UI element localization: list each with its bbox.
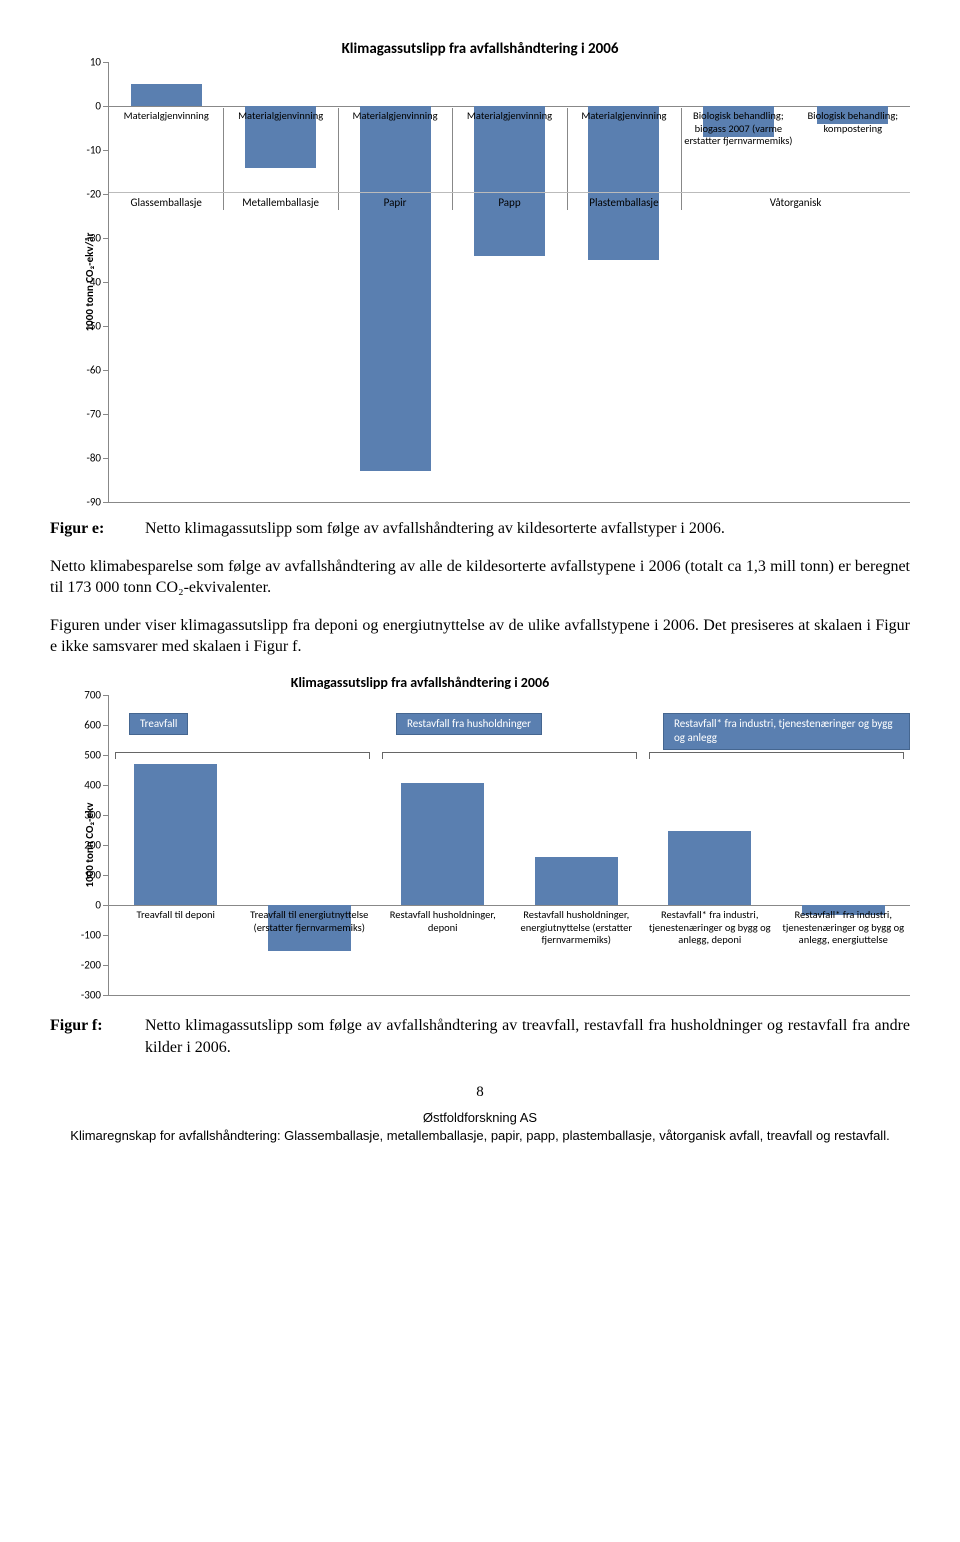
category-label: Materialgjenvinning (111, 110, 221, 123)
ytick-label: 300 (84, 808, 101, 821)
ytick-label: 200 (84, 838, 101, 851)
group-label: Glassemballasje (109, 196, 223, 209)
category-label: Restavfall husholdninger, deponi (378, 909, 508, 934)
legend-box: Restavfall* fra industri, tjenestenæring… (663, 713, 910, 750)
bar (535, 857, 618, 905)
ytick-label: 100 (84, 868, 101, 881)
footer: Østfoldforskning AS Klimaregnskap for av… (50, 1109, 910, 1144)
ytick-label: -90 (86, 496, 101, 509)
bar (134, 764, 217, 905)
ytick-label: -10 (86, 144, 101, 157)
category-label: Materialgjenvinning (225, 110, 335, 123)
ytick-label: -30 (86, 232, 101, 245)
ytick-label: 0 (95, 100, 101, 113)
chart-e: Klimagassutslipp fra avfallshåndtering i… (50, 40, 910, 502)
ytick-label: 600 (84, 718, 101, 731)
figure-e-text: Netto klimagassutslipp som følge av avfa… (145, 518, 910, 540)
ytick-label: 700 (84, 688, 101, 701)
bar (360, 106, 431, 471)
bar (474, 106, 545, 256)
ytick-label: -200 (81, 958, 101, 971)
paragraph-1: Netto klimabesparelse som følge av avfal… (50, 556, 910, 599)
bar (588, 106, 659, 260)
group-label: Metallemballasje (223, 196, 337, 209)
ytick-label: -80 (86, 452, 101, 465)
group-label: Våtorganisk (681, 196, 910, 209)
ytick-label: -40 (86, 276, 101, 289)
category-label: Biologisk behandling; biogass 2007 (varm… (683, 110, 793, 148)
chart-f: Klimagassutslipp fra avfallshåndtering i… (50, 674, 910, 995)
ytick-label: -300 (81, 988, 101, 1001)
page-number: 8 (50, 1084, 910, 1101)
figure-f-text: Netto klimagassutslipp som følge av avfa… (145, 1015, 910, 1058)
footer-line: Klimaregnskap for avfallshåndtering: Gla… (50, 1127, 910, 1145)
legend-box: Treavfall (129, 713, 188, 735)
chart-e-title: Klimagassutslipp fra avfallshåndtering i… (50, 40, 910, 58)
group-label: Papp (452, 196, 566, 209)
ytick-label: 10 (90, 56, 101, 69)
ytick-label: -100 (81, 928, 101, 941)
figure-e-caption: Figur e: Netto klimagassutslipp som følg… (50, 518, 910, 540)
footer-org: Østfoldforskning AS (50, 1109, 910, 1127)
ytick-label: 0 (95, 898, 101, 911)
chart-f-plot: 1000 tonn CO₂-ekv 7006005004003002001000… (108, 695, 910, 995)
category-label: Materialgjenvinning (569, 110, 679, 123)
chart-f-title: Klimagassutslipp fra avfallshåndtering i… (0, 674, 850, 691)
category-label: Restavfall husholdninger, energiutnyttel… (512, 909, 642, 947)
category-label: Restavfall* fra industri, tjenestenæring… (645, 909, 775, 947)
ytick-label: 500 (84, 748, 101, 761)
figure-e-label: Figur e: (50, 518, 145, 540)
category-label: Materialgjenvinning (340, 110, 450, 123)
category-label: Treavfall til deponi (111, 909, 241, 922)
chart-e-plot: 1000 tonn CO₂-ekv/år 100-10-20-30-40-50-… (108, 62, 910, 502)
legend-box: Restavfall fra husholdninger (396, 713, 542, 735)
bar (131, 84, 202, 106)
bar (668, 831, 751, 905)
ytick-label: -20 (86, 188, 101, 201)
category-label: Restavfall* fra industri, tjenestenæring… (779, 909, 909, 947)
ytick-label: -60 (86, 364, 101, 377)
group-label: Plastemballasje (567, 196, 681, 209)
ytick-label: -50 (86, 320, 101, 333)
bar (401, 783, 484, 905)
category-label: Biologisk behandling; kompostering (798, 110, 908, 135)
ytick-label: -70 (86, 408, 101, 421)
category-label: Materialgjenvinning (454, 110, 564, 123)
ytick-label: 400 (84, 778, 101, 791)
figure-f-caption: Figur f: Netto klimagassutslipp som følg… (50, 1015, 910, 1058)
figure-f-label: Figur f: (50, 1015, 145, 1058)
group-label: Papir (338, 196, 452, 209)
paragraph-2: Figuren under viser klimagassutslipp fra… (50, 615, 910, 658)
category-label: Treavfall til energiutnyttelse (erstatte… (245, 909, 375, 934)
